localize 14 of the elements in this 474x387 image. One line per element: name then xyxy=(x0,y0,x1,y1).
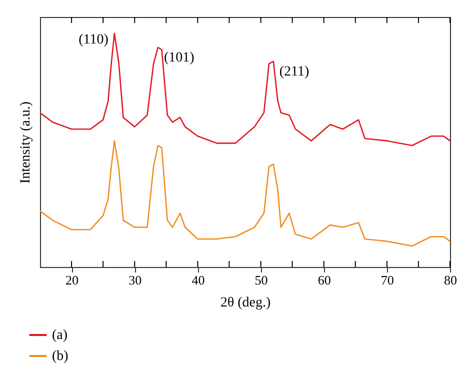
x-axis-title: 2θ (deg.) xyxy=(220,296,271,310)
legend-label: (a) xyxy=(52,328,68,343)
annotation: (101) xyxy=(164,50,195,66)
x-tick-label: 40 xyxy=(192,272,205,288)
x-tick-label: 60 xyxy=(318,272,331,288)
legend-label: (b) xyxy=(52,349,69,364)
annotation: (211) xyxy=(279,64,310,80)
x-tick-label: 20 xyxy=(66,272,79,288)
x-tick-label: 50 xyxy=(254,272,268,288)
x-tick-label: 70 xyxy=(380,272,394,288)
y-axis-title: Intensity (a.u.) xyxy=(18,101,34,184)
x-tick-label: 80 xyxy=(444,272,457,288)
annotation: (110) xyxy=(78,32,109,48)
x-tick-label: 30 xyxy=(128,272,142,288)
